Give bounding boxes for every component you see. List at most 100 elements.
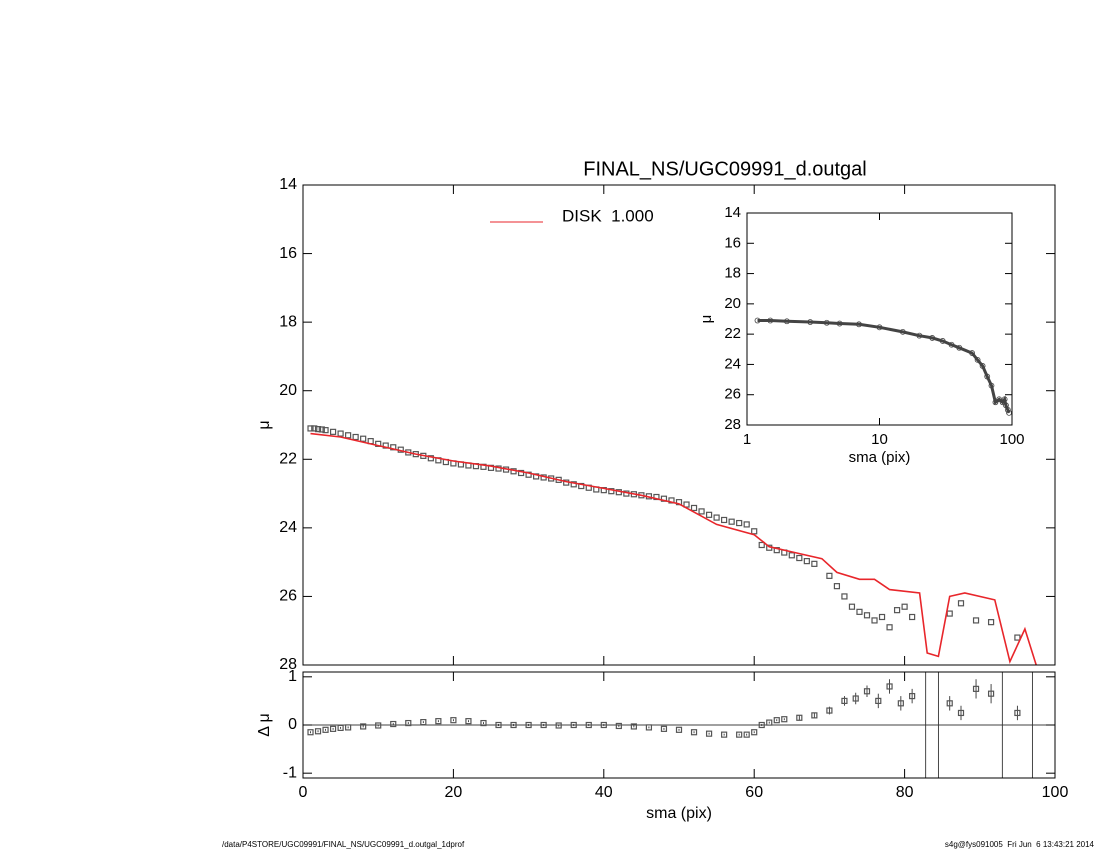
data-point [307, 425, 314, 432]
y-tick-label: 28 [279, 656, 297, 673]
plot-area [303, 645, 1055, 778]
x-axis-label: sma (pix) [849, 449, 911, 466]
data-point [863, 612, 871, 619]
data-point [525, 721, 532, 729]
y-tick-label: 28 [724, 416, 741, 433]
data-point [600, 721, 607, 729]
data-point [987, 690, 995, 697]
data-point [836, 320, 843, 327]
x-tick-label: 10 [871, 431, 888, 448]
data-point [705, 730, 713, 737]
data-point [329, 725, 337, 732]
data-point [608, 488, 615, 495]
data-point [826, 572, 833, 579]
data-point [345, 432, 352, 439]
data-point [807, 319, 814, 325]
data-point [948, 341, 955, 348]
data-point [796, 554, 803, 562]
data-point [886, 683, 893, 690]
data-point [675, 726, 683, 733]
data-point [390, 720, 397, 728]
footer-right: s4g@fys091005 Fri Jun 6 13:43:21 2014 [945, 840, 1095, 849]
x-axis-label: sma (pix) [646, 805, 712, 822]
x-tick-label: 80 [896, 784, 914, 801]
data-point [570, 721, 577, 729]
data-point [929, 335, 936, 341]
data-point [480, 719, 487, 727]
data-point [721, 731, 728, 738]
data-point [788, 552, 795, 559]
data-point [803, 558, 810, 565]
data-point [823, 319, 830, 326]
y-tick-label: 24 [724, 355, 741, 372]
data-point [322, 726, 329, 733]
y-tick-label: 22 [279, 451, 297, 468]
data-point [754, 317, 761, 324]
data-point [758, 541, 765, 549]
profile-line [757, 319, 1011, 414]
y-axis-label: μ [256, 420, 273, 429]
data-point [901, 603, 908, 610]
data-point [1000, 645, 1005, 650]
data-point [946, 700, 953, 707]
data-point [314, 728, 322, 735]
data-point [957, 600, 965, 607]
x-tick-label: 100 [1042, 784, 1069, 801]
y-tick-label: 26 [724, 386, 741, 403]
plot-area [307, 425, 1037, 665]
data-point [465, 718, 472, 725]
data-point [345, 724, 352, 731]
y-tick-label: 18 [724, 265, 741, 282]
data-point [570, 481, 577, 488]
data-point [307, 729, 314, 736]
data-point [495, 721, 502, 729]
data-point [405, 719, 412, 727]
data-point [751, 528, 758, 535]
data-point [427, 455, 434, 462]
data-point [988, 382, 995, 389]
data-point [660, 725, 668, 732]
data-point [781, 716, 788, 723]
data-point [974, 356, 981, 363]
y-tick-label: 16 [724, 234, 741, 251]
y-tick-label: 20 [724, 295, 741, 312]
data-point [517, 469, 525, 477]
chart-title: FINAL_NS/UGC09991_d.outgal [583, 158, 867, 180]
data-point [946, 610, 953, 617]
x-tick-label: 40 [595, 784, 613, 801]
data-point [863, 688, 871, 695]
data-point [721, 516, 728, 524]
data-point [773, 717, 780, 724]
y-tick-label: 22 [724, 325, 741, 342]
data-point [893, 607, 901, 614]
data-point [690, 729, 698, 736]
data-point [841, 593, 848, 600]
y-tick-label: 24 [279, 519, 297, 536]
data-point [909, 613, 916, 621]
data-point [916, 332, 923, 339]
data-point [841, 697, 848, 705]
data-point [899, 328, 906, 335]
data-point [783, 318, 790, 325]
data-point [875, 697, 882, 705]
data-point [758, 721, 765, 729]
data-point [585, 721, 592, 729]
data-point [743, 731, 750, 738]
footer-left: /data/P4STORE/UGC09991/FINAL_NS/UGC09991… [222, 840, 465, 849]
data-point [848, 603, 856, 610]
legend-label: DISK 1.000 [562, 206, 654, 225]
data-point [972, 685, 980, 692]
data-point [999, 399, 1006, 406]
y-tick-label: 0 [288, 716, 297, 733]
data-point [435, 718, 442, 725]
data-point [957, 709, 965, 717]
data-point [728, 518, 735, 525]
x-tick-label: 20 [445, 784, 463, 801]
data-point [852, 695, 859, 702]
y-tick-label: 18 [279, 313, 297, 330]
data-point [811, 712, 818, 719]
data-point [871, 617, 878, 624]
data-point [811, 560, 818, 567]
data-point [352, 433, 359, 441]
